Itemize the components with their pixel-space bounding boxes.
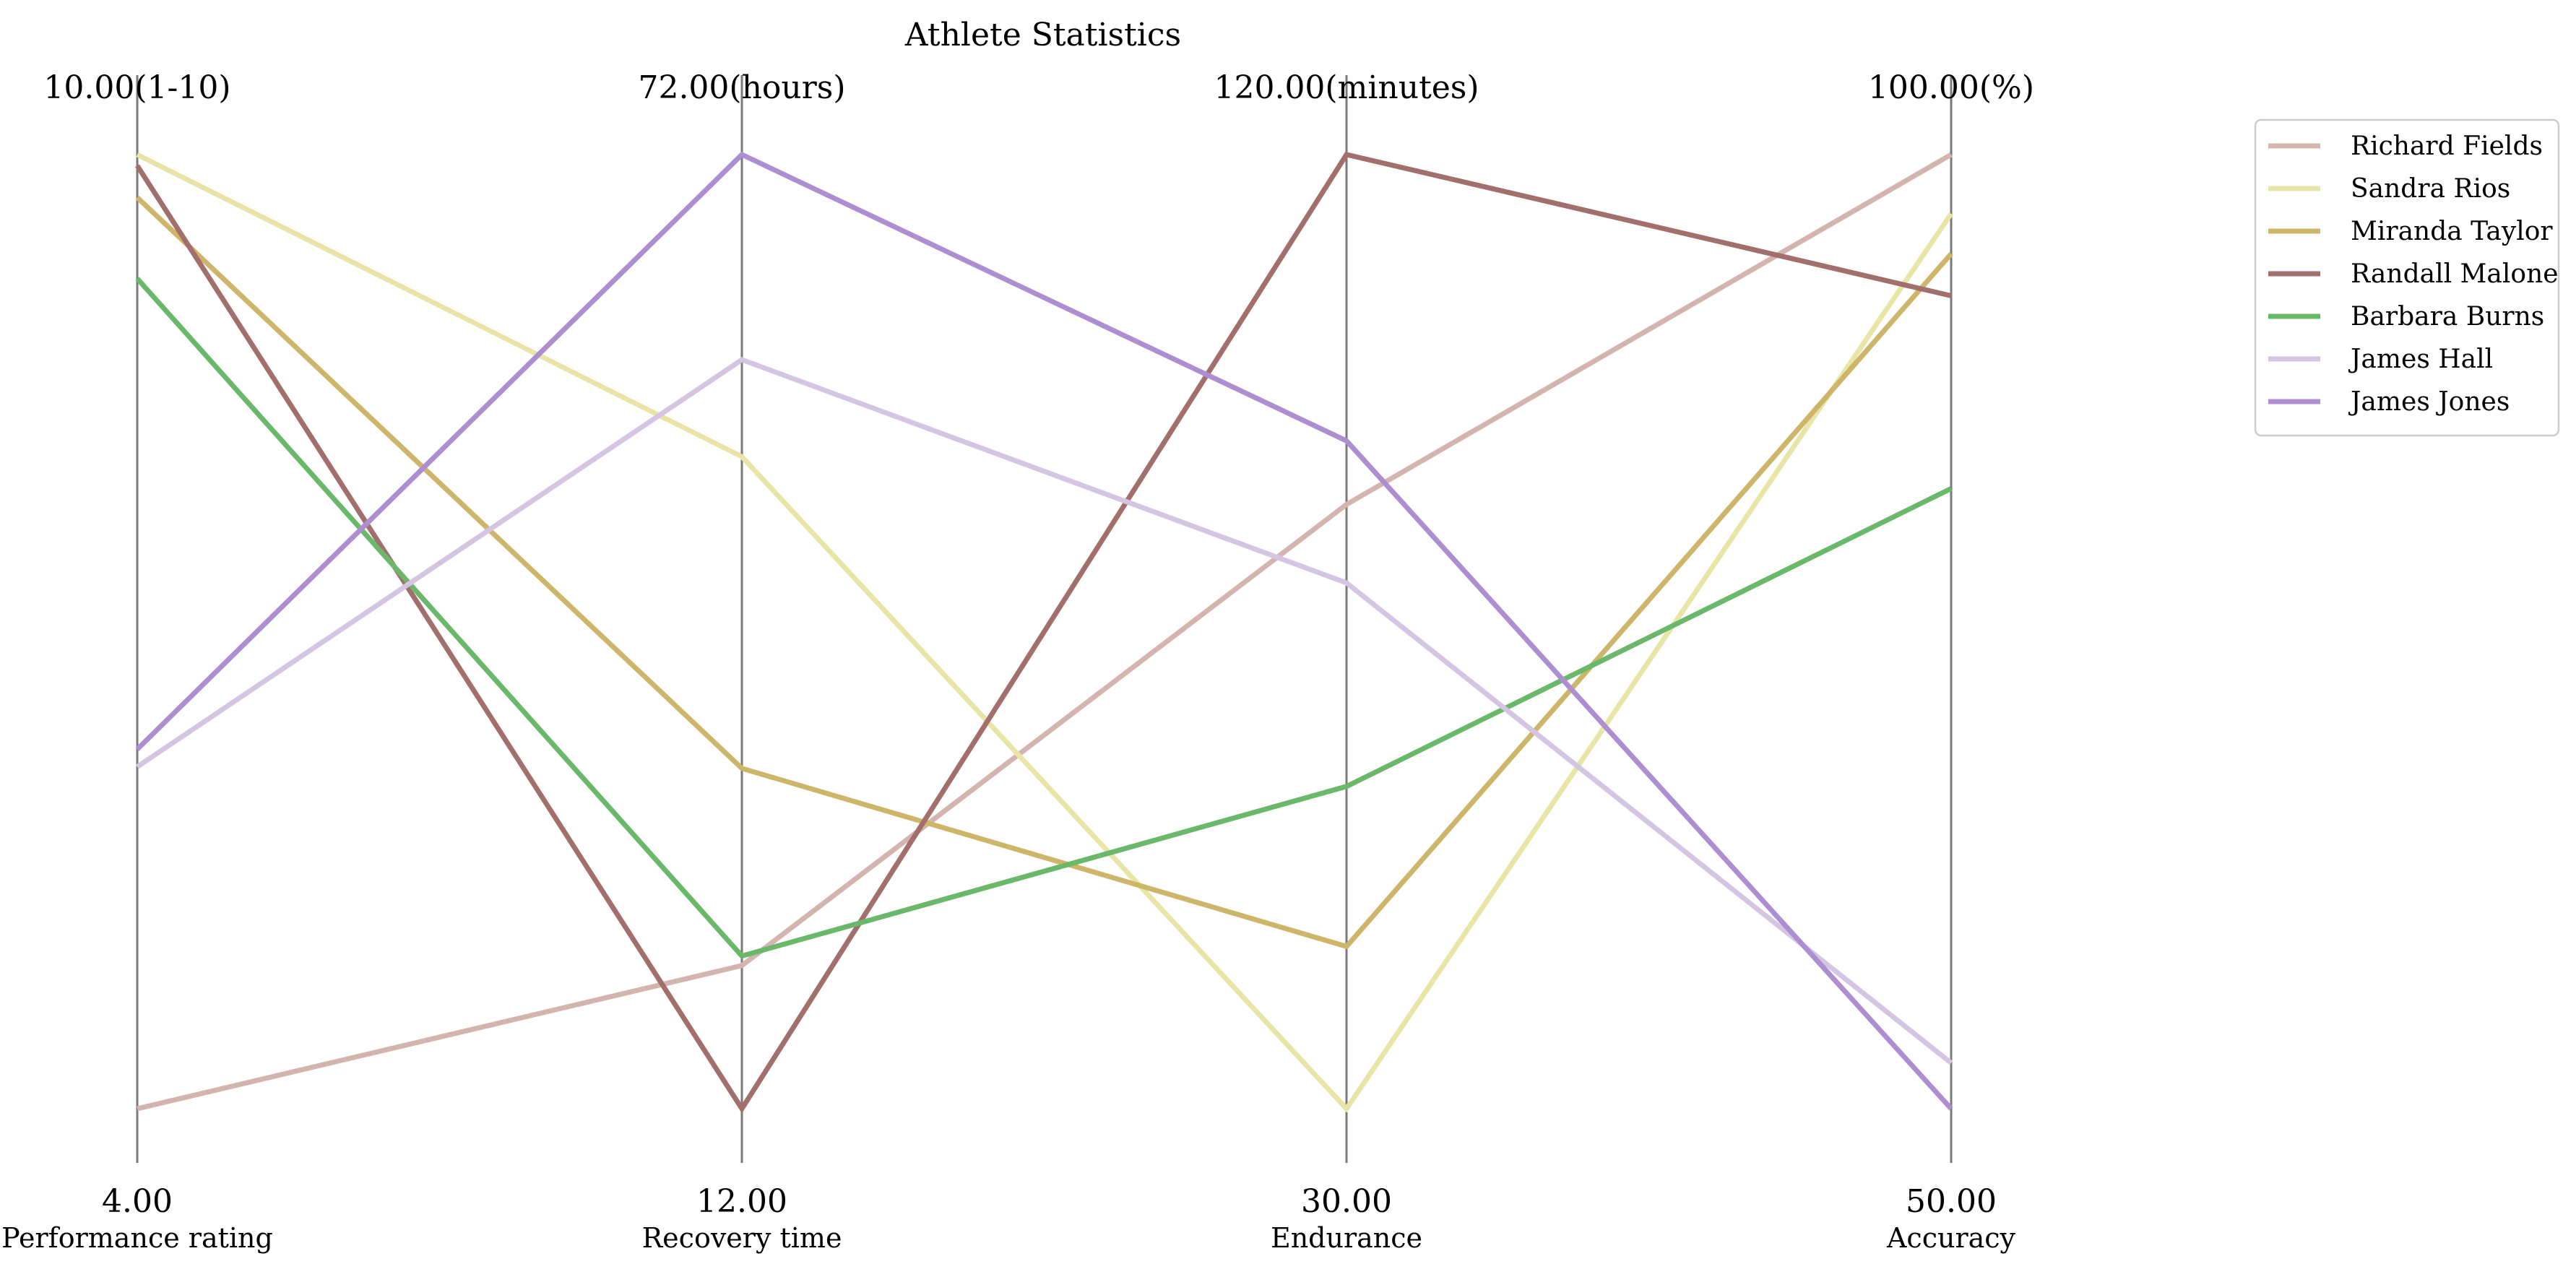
legend-entry-james-hall: James Hall xyxy=(2268,345,2493,374)
legend-entry-barbara-burns: Barbara Burns xyxy=(2268,302,2544,332)
axis-min-label-performance-rating: 4.00 xyxy=(102,1183,173,1220)
legend-entry-richard-fields: Richard Fields xyxy=(2268,131,2543,161)
legend-label: James Jones xyxy=(2348,387,2510,417)
legend: Richard Fields Sandra Rios Miranda Taylor R… xyxy=(2254,118,2560,437)
legend-label: Miranda Taylor xyxy=(2351,217,2553,246)
axis-max-label-recovery-time: 72.00(hours) xyxy=(638,69,845,106)
series-line-barbara-burns xyxy=(135,277,1953,959)
legend-entry-sandra-rios: Sandra Rios xyxy=(2268,174,2510,204)
legend-label: Barbara Burns xyxy=(2351,302,2544,332)
legend-entry-randall-malone: Randall Malone xyxy=(2268,259,2559,289)
series-line-miranda-taylor xyxy=(135,195,1953,950)
series-line-randall-malone xyxy=(135,152,1952,1114)
axis-name-label-accuracy: Accuracy xyxy=(1886,1222,2016,1254)
axis-name-label-endurance: Endurance xyxy=(1271,1222,1422,1254)
legend-label: James Hall xyxy=(2348,345,2493,374)
axis-name-label-performance-rating: Performance rating xyxy=(1,1222,273,1254)
legend-label: Sandra Rios xyxy=(2351,174,2510,204)
series-line-james-hall xyxy=(136,357,1953,1065)
axis-min-label-endurance: 30.00 xyxy=(1301,1183,1392,1220)
axis-min-label-accuracy: 50.00 xyxy=(1906,1183,1997,1220)
chart-title: Athlete Statistics xyxy=(904,17,1181,53)
series-line-richard-fields xyxy=(137,152,1953,1112)
axis-max-label-accuracy: 100.00(%) xyxy=(1868,69,2034,106)
axis-max-label-endurance: 120.00(minutes) xyxy=(1214,69,1479,106)
axis-max-label-performance-rating: 10.00(1-10) xyxy=(43,69,230,106)
axis-name-label-recovery-time: Recovery time xyxy=(642,1222,842,1254)
legend-label: Randall Malone xyxy=(2351,259,2559,289)
legend-box xyxy=(2254,118,2560,437)
legend-entry-miranda-taylor: Miranda Taylor xyxy=(2268,217,2553,246)
series-layer xyxy=(135,151,1953,1114)
series-line-james-jones xyxy=(135,151,1953,1111)
axis-min-label-recovery-time: 12.00 xyxy=(696,1183,787,1220)
legend-label: Richard Fields xyxy=(2351,131,2543,161)
series-line-sandra-rios xyxy=(136,152,1953,1113)
legend-entry-james-jones: James Jones xyxy=(2268,387,2510,417)
